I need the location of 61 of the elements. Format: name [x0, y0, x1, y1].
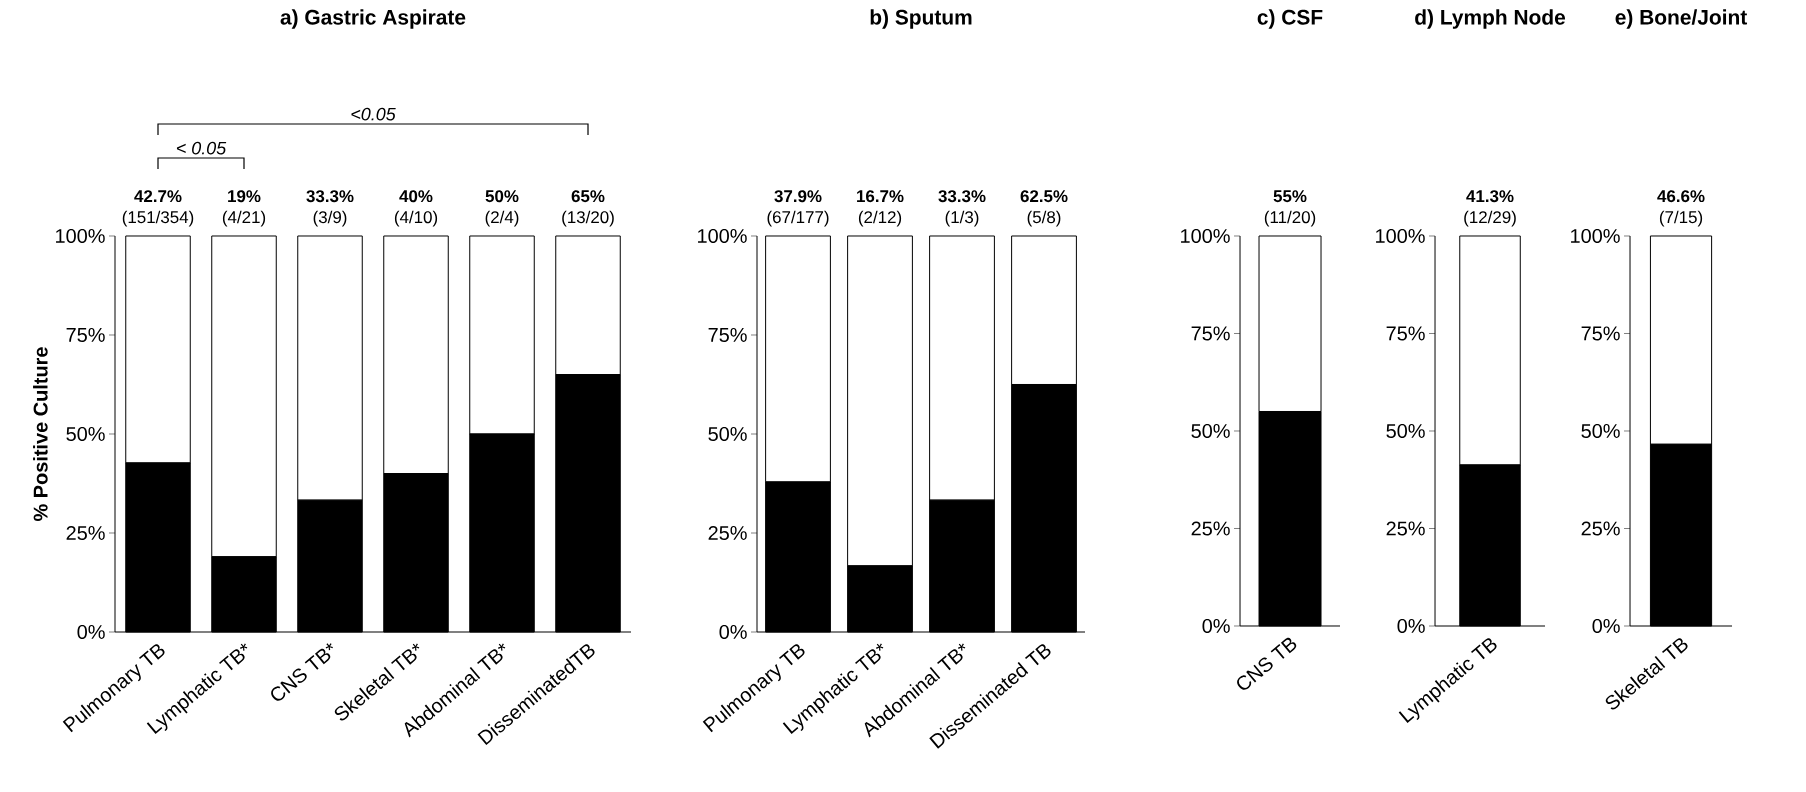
- y-axis-title: % Positive Culture: [33, 347, 48, 521]
- y-tick-label: 75%: [708, 327, 747, 342]
- y-tick-label: 75%: [1191, 326, 1230, 341]
- y-tick-label: 75%: [1581, 326, 1620, 341]
- data-label: (5/8): [1027, 210, 1061, 227]
- y-tick-label: 0%: [1592, 618, 1620, 634]
- chart-title: a) Gastric Aspirate: [280, 9, 466, 29]
- annotation: 55%: [1273, 190, 1307, 203]
- y-tick-label: 0%: [77, 624, 105, 640]
- annotation: 41.3%: [1466, 190, 1514, 203]
- data-label: (2/4): [485, 210, 519, 227]
- chart-title: c) CSF: [1257, 9, 1323, 29]
- y-tick-label: 100%: [56, 228, 105, 244]
- text: <0.05: [351, 107, 396, 121]
- y-tick-label: 50%: [708, 426, 747, 442]
- y-tick-label: 25%: [1581, 521, 1620, 536]
- annotation: 33.3%: [306, 190, 354, 203]
- data-label: (2/12): [858, 210, 902, 227]
- data-label: (1/3): [945, 210, 979, 227]
- chart-title: b) Sputum: [870, 9, 972, 29]
- data-label: (7/15): [1659, 210, 1703, 227]
- y-tick-label: 25%: [1386, 521, 1425, 536]
- y-tick-label: 50%: [1386, 423, 1425, 439]
- y-tick-label: 25%: [1191, 521, 1230, 536]
- data-label: (3/9): [313, 210, 347, 227]
- y-tick-label: 100%: [1376, 228, 1425, 244]
- chart-title: e) Bone/Joint: [1615, 9, 1748, 29]
- y-tick-label: 25%: [708, 525, 747, 541]
- y-tick-label: 50%: [1581, 423, 1620, 439]
- y-tick-label: 75%: [1386, 326, 1425, 341]
- annotation: 62.5%: [1020, 190, 1068, 203]
- y-tick-label: 0%: [1397, 618, 1425, 634]
- y-tick-label: 100%: [1181, 228, 1230, 244]
- data-label: (4/21): [222, 210, 266, 227]
- data-label: (13/20): [562, 210, 614, 227]
- annotation: 33.3%: [938, 190, 986, 203]
- text: < 0.05: [176, 141, 227, 155]
- x-tick-label: CNS TB: [1237, 637, 1297, 690]
- annotation: 42.7%: [134, 190, 182, 203]
- y-tick-label: 100%: [1571, 228, 1620, 244]
- annotation: 16.7%: [857, 190, 904, 203]
- y-tick-label: 50%: [1191, 423, 1230, 439]
- y-tick-label: 100%: [698, 228, 747, 244]
- data-label: (4/10): [394, 210, 438, 227]
- annotation: 50%: [485, 190, 519, 203]
- y-tick-label: 50%: [66, 426, 105, 442]
- chart-title: d) Lymph Node: [1415, 9, 1566, 29]
- data-label: (12/29): [1464, 210, 1516, 227]
- annotation: 65%: [571, 190, 605, 203]
- annotation: 40%: [399, 190, 433, 203]
- y-tick-label: 0%: [1202, 618, 1230, 634]
- annotation: 46.6%: [1657, 190, 1705, 203]
- y-tick-label: 0%: [719, 624, 747, 640]
- data-label: (151/354): [122, 210, 194, 227]
- y-tick-label: 25%: [66, 525, 105, 541]
- x-tick-label: CNS TB*: [271, 643, 333, 701]
- y-tick-label: 75%: [66, 327, 105, 342]
- data-label: (11/20): [1264, 210, 1316, 227]
- annotation: 37.9%: [774, 190, 822, 203]
- data-label: (67/177): [767, 210, 829, 227]
- annotation: 19%: [228, 190, 261, 203]
